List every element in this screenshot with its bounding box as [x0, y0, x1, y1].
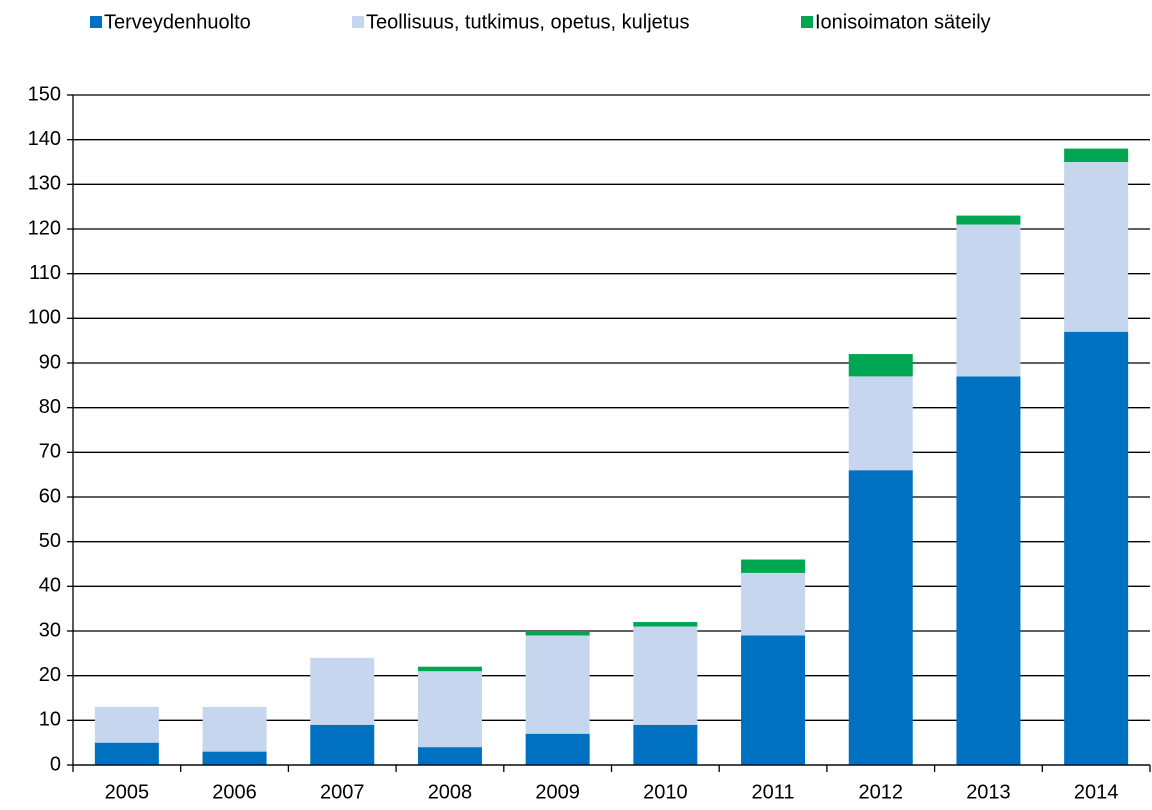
bar-segment — [310, 657, 375, 725]
bar-segment — [525, 733, 590, 765]
bar-segment — [741, 559, 806, 573]
y-tick-label: 80 — [39, 396, 61, 418]
x-tick-label: 2013 — [966, 781, 1011, 803]
x-tick-label: 2006 — [212, 781, 257, 803]
bar-segment — [956, 376, 1021, 765]
legend-label: Teollisuus, tutkimus, opetus, kuljetus — [366, 11, 690, 33]
y-tick-label: 140 — [28, 128, 61, 150]
bar-segment — [94, 742, 159, 765]
bar-segment — [848, 376, 913, 471]
x-tick-label: 2009 — [535, 781, 580, 803]
bar-segment — [741, 635, 806, 765]
bar-segment — [94, 706, 159, 743]
bar-segment — [633, 724, 698, 765]
bar-segment — [310, 724, 375, 765]
y-tick-label: 150 — [28, 83, 61, 105]
legend-label: Terveydenhuolto — [104, 11, 251, 33]
bar-segment — [848, 354, 913, 377]
x-tick-label: 2005 — [105, 781, 150, 803]
y-tick-label: 90 — [39, 351, 61, 373]
y-tick-label: 130 — [28, 173, 61, 195]
y-tick-label: 100 — [28, 307, 61, 329]
bar-segment — [633, 626, 698, 725]
bar-segment — [202, 706, 267, 752]
bar-segment — [848, 470, 913, 765]
bar-segment — [956, 224, 1021, 377]
x-tick-label: 2010 — [643, 781, 688, 803]
y-tick-label: 10 — [39, 709, 61, 731]
y-tick-label: 0 — [50, 753, 61, 775]
y-tick-label: 50 — [39, 530, 61, 552]
legend-label: Ionisoimaton säteily — [815, 11, 991, 33]
x-tick-label: 2007 — [320, 781, 365, 803]
bar-segment — [1064, 148, 1129, 162]
x-tick-label: 2014 — [1074, 781, 1119, 803]
bar-segment — [417, 747, 482, 765]
y-tick-label: 60 — [39, 485, 61, 507]
bar-segment — [417, 671, 482, 748]
bar-segment — [633, 622, 698, 627]
bar-segment — [417, 666, 482, 672]
x-tick-label: 2012 — [859, 781, 904, 803]
bar-segment — [956, 215, 1021, 225]
bar-segment — [525, 635, 590, 734]
y-tick-label: 20 — [39, 664, 61, 686]
bar-segment — [741, 572, 806, 636]
bar-segment — [1064, 331, 1129, 765]
bar-segment — [525, 631, 590, 636]
y-tick-label: 30 — [39, 619, 61, 641]
bar-segment — [1064, 162, 1129, 332]
x-tick-label: 2011 — [752, 781, 795, 803]
y-tick-label: 70 — [39, 441, 61, 463]
legend-swatch — [90, 16, 102, 28]
y-tick-label: 120 — [28, 217, 61, 239]
bar-segment — [202, 751, 267, 765]
legend-swatch — [352, 16, 364, 28]
y-tick-label: 110 — [29, 262, 61, 284]
y-tick-label: 40 — [39, 575, 61, 597]
x-tick-label: 2008 — [428, 781, 473, 803]
legend-swatch — [801, 16, 813, 28]
